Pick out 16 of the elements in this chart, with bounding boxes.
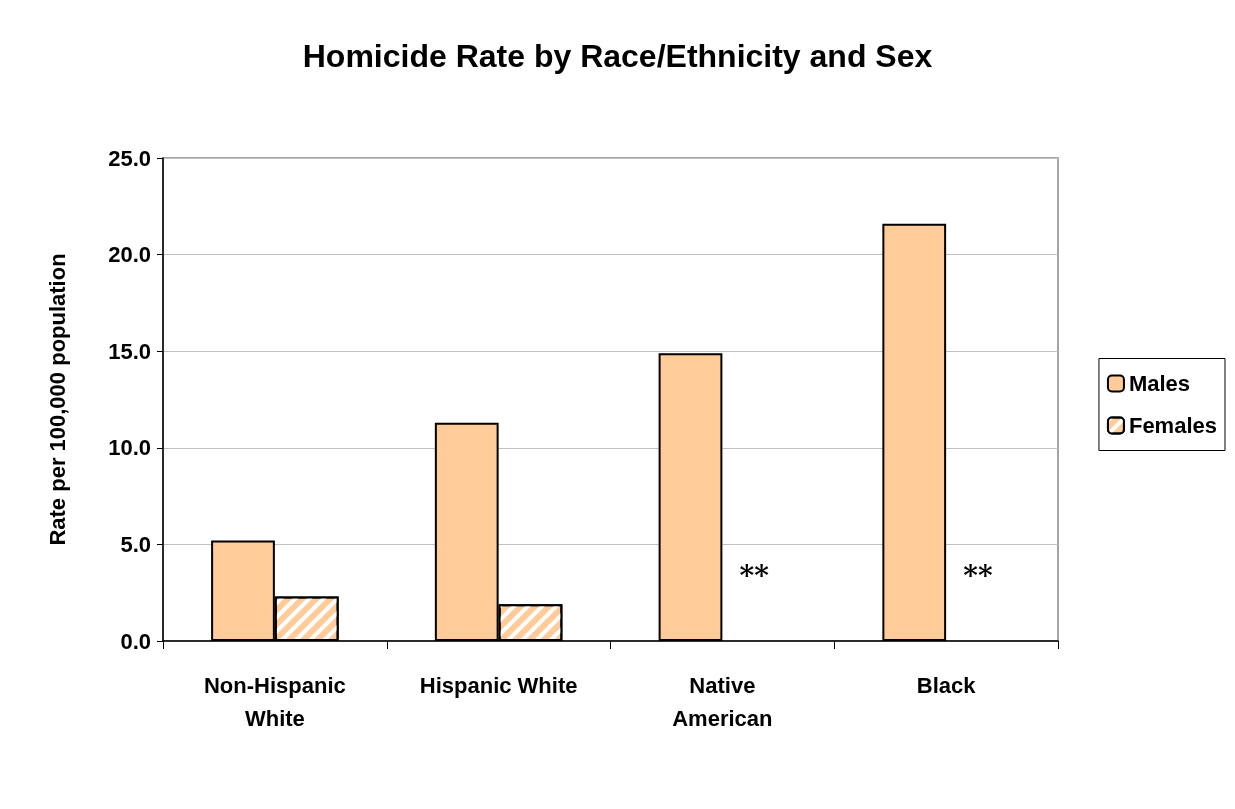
x-tick-label: Black	[916, 673, 977, 698]
annotation: **	[963, 558, 993, 592]
x-tick-label: Non-Hispanic White	[203, 673, 346, 731]
y-tick-label: 0.0	[120, 628, 151, 654]
legend-label: Females	[1128, 413, 1218, 438]
annotation: **	[739, 558, 770, 592]
y-axis-title: Rate per 100,000 population	[44, 253, 70, 546]
y-tick-label: 25.0	[108, 145, 151, 171]
x-tick-label: Hispanic White	[419, 673, 578, 698]
legend-label: Males	[1128, 371, 1191, 396]
chart-title: Homicide Rate by Race/Ethnicity and Sex	[302, 38, 933, 74]
y-tick-label: 5.0	[120, 531, 151, 557]
y-tick-label: 10.0	[108, 435, 151, 461]
x-tick-label: Native American	[672, 673, 773, 731]
y-tick-label: 15.0	[108, 338, 151, 364]
y-tick-label: 20.0	[108, 242, 151, 268]
